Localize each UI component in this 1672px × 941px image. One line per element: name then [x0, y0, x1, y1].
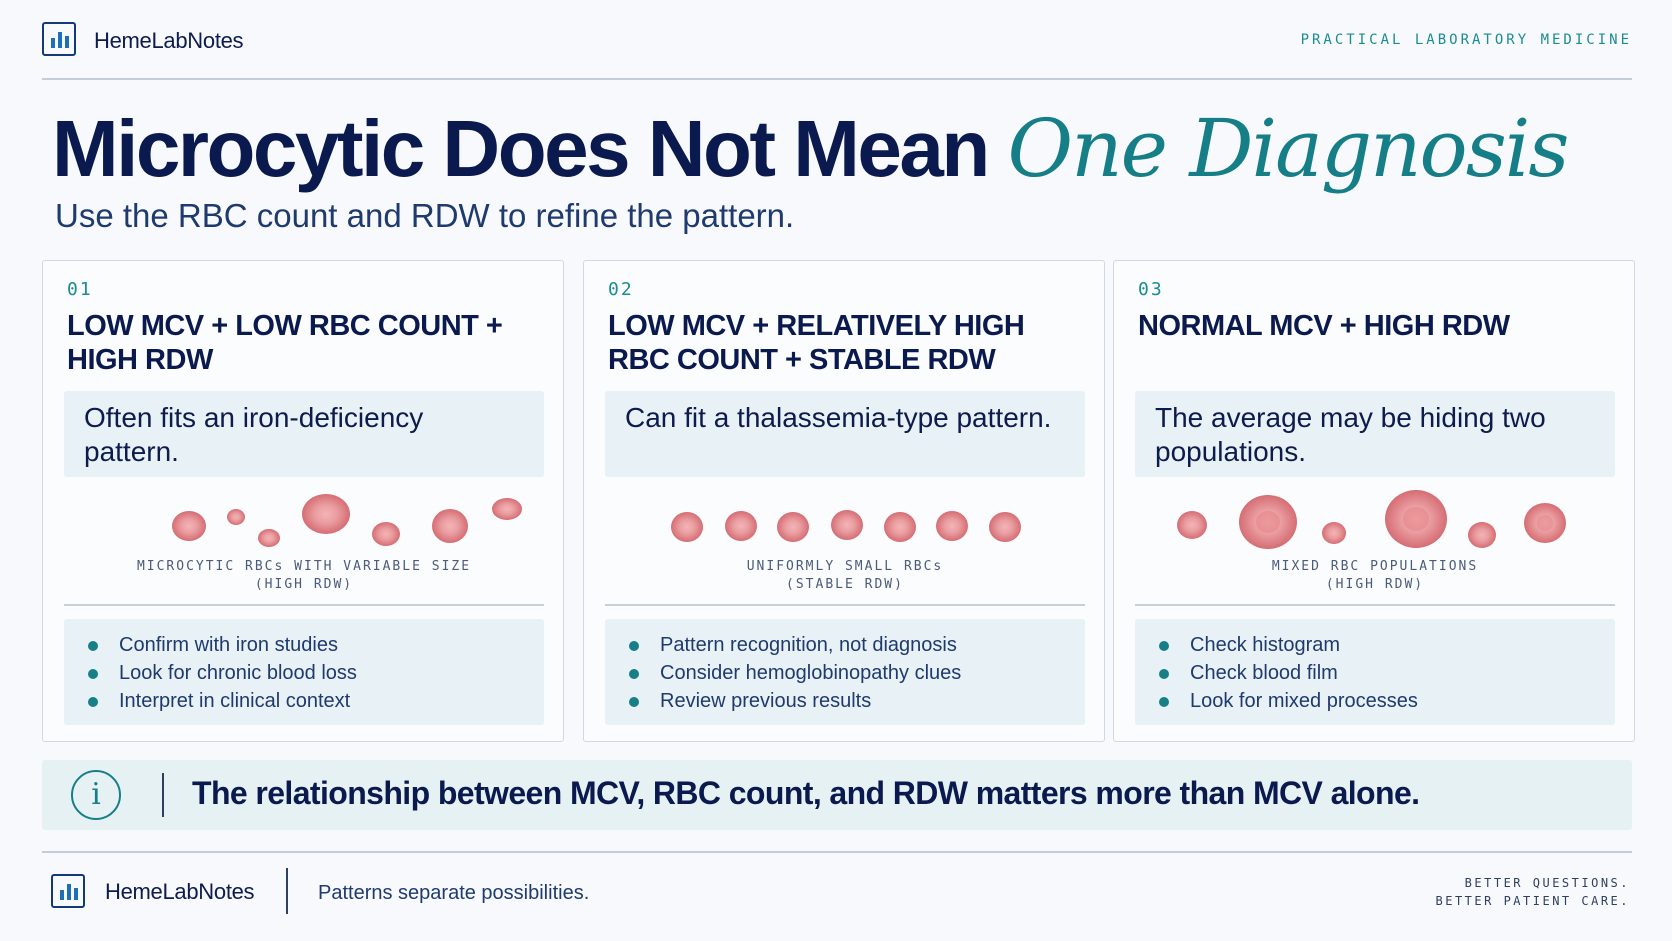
banner-message: The relationship between MCV, RBC count,… — [192, 775, 1420, 811]
card-divider — [1135, 604, 1615, 606]
card-number: 01 — [67, 279, 93, 300]
card-bullet-list: Check histogram Check blood film Look fo… — [1135, 619, 1615, 725]
rbc-illustration-uniform-icon — [671, 510, 1021, 542]
title-main: Microcytic Does Not Mean — [52, 104, 1008, 193]
card-heading: LOW MCV + RELATIVELY HIGH RBC COUNT + ST… — [608, 310, 1025, 376]
footer-note: Patterns separate possibilities. — [318, 882, 590, 904]
caption-line: UNIFORMLY SMALL RBCs — [746, 559, 944, 574]
list-item: Pattern recognition, not diagnosis — [629, 631, 1085, 659]
card-bullet-list: Confirm with iron studies Look for chron… — [64, 619, 544, 725]
footer-brand: HemeLabNotes — [105, 879, 255, 904]
pattern-card-2: 02 LOW MCV + RELATIVELY HIGH RBC COUNT +… — [583, 260, 1105, 742]
card-divider — [64, 604, 544, 606]
list-item: Consider hemoglobinopathy clues — [629, 659, 1085, 687]
info-icon: i — [71, 770, 121, 820]
cell-caption: UNIFORMLY SMALL RBCs (STABLE RDW) — [605, 558, 1085, 594]
card-summary: Can fit a thalassemia-type pattern. — [605, 391, 1085, 477]
footer-tag-line: BETTER QUESTIONS. — [1464, 876, 1630, 890]
card-number: 02 — [608, 279, 634, 300]
list-item: Check blood film — [1159, 659, 1615, 687]
list-item: Look for mixed processes — [1159, 687, 1615, 715]
page-title: Microcytic Does Not Mean One Diagnosis — [52, 102, 1570, 195]
banner-divider — [162, 773, 164, 817]
logo-icon — [42, 22, 76, 56]
cell-caption: MICROCYTIC RBCs WITH VARIABLE SIZE (HIGH… — [64, 558, 544, 594]
footer-tag-line: BETTER PATIENT CARE. — [1435, 894, 1630, 908]
footer-tagline: BETTER QUESTIONS. BETTER PATIENT CARE. — [1436, 874, 1631, 910]
list-item: Check histogram — [1159, 631, 1615, 659]
footer-logo-icon — [51, 874, 85, 908]
card-summary: The average may be hiding two population… — [1135, 391, 1615, 477]
card-heading: LOW MCV + LOW RBC COUNT + HIGH RDW — [67, 310, 503, 376]
list-item: Confirm with iron studies — [88, 631, 544, 659]
caption-line: (HIGH RDW) — [254, 577, 354, 592]
footer-divider — [42, 851, 1632, 853]
page-subtitle: Use the RBC count and RDW to refine the … — [55, 197, 795, 234]
header-tagline: PRACTICAL LABORATORY MEDICINE — [1300, 32, 1632, 48]
list-item: Review previous results — [629, 687, 1085, 715]
caption-line: MICROCYTIC RBCs WITH VARIABLE SIZE — [136, 559, 472, 574]
list-item: Interpret in clinical context — [88, 687, 544, 715]
title-emphasis: One Diagnosis — [1007, 102, 1570, 195]
footer-separator — [286, 868, 288, 914]
card-summary: Often fits an iron-deficiency pattern. — [64, 391, 544, 477]
card-heading: NORMAL MCV + HIGH RDW — [1138, 310, 1510, 342]
brand-name: HemeLabNotes — [94, 28, 244, 53]
header-divider — [42, 78, 1632, 80]
rbc-illustration-variable-icon — [172, 494, 522, 547]
pattern-card-1: 01 LOW MCV + LOW RBC COUNT + HIGH RDW Of… — [42, 260, 564, 742]
info-banner: i The relationship between MCV, RBC coun… — [42, 760, 1632, 830]
list-item: Look for chronic blood loss — [88, 659, 544, 687]
card-number: 03 — [1138, 279, 1164, 300]
caption-line: (STABLE RDW) — [786, 577, 904, 592]
card-bullet-list: Pattern recognition, not diagnosis Consi… — [605, 619, 1085, 725]
card-divider — [605, 604, 1085, 606]
caption-line: MIXED RBC POPULATIONS — [1271, 559, 1479, 574]
caption-line: (HIGH RDW) — [1325, 577, 1425, 592]
pattern-card-3: 03 NORMAL MCV + HIGH RDW The average may… — [1113, 260, 1635, 742]
rbc-illustration-mixed-icon — [1177, 490, 1566, 549]
header: HemeLabNotes PRACTICAL LABORATORY MEDICI… — [42, 22, 1632, 76]
cell-caption: MIXED RBC POPULATIONS (HIGH RDW) — [1135, 558, 1615, 594]
